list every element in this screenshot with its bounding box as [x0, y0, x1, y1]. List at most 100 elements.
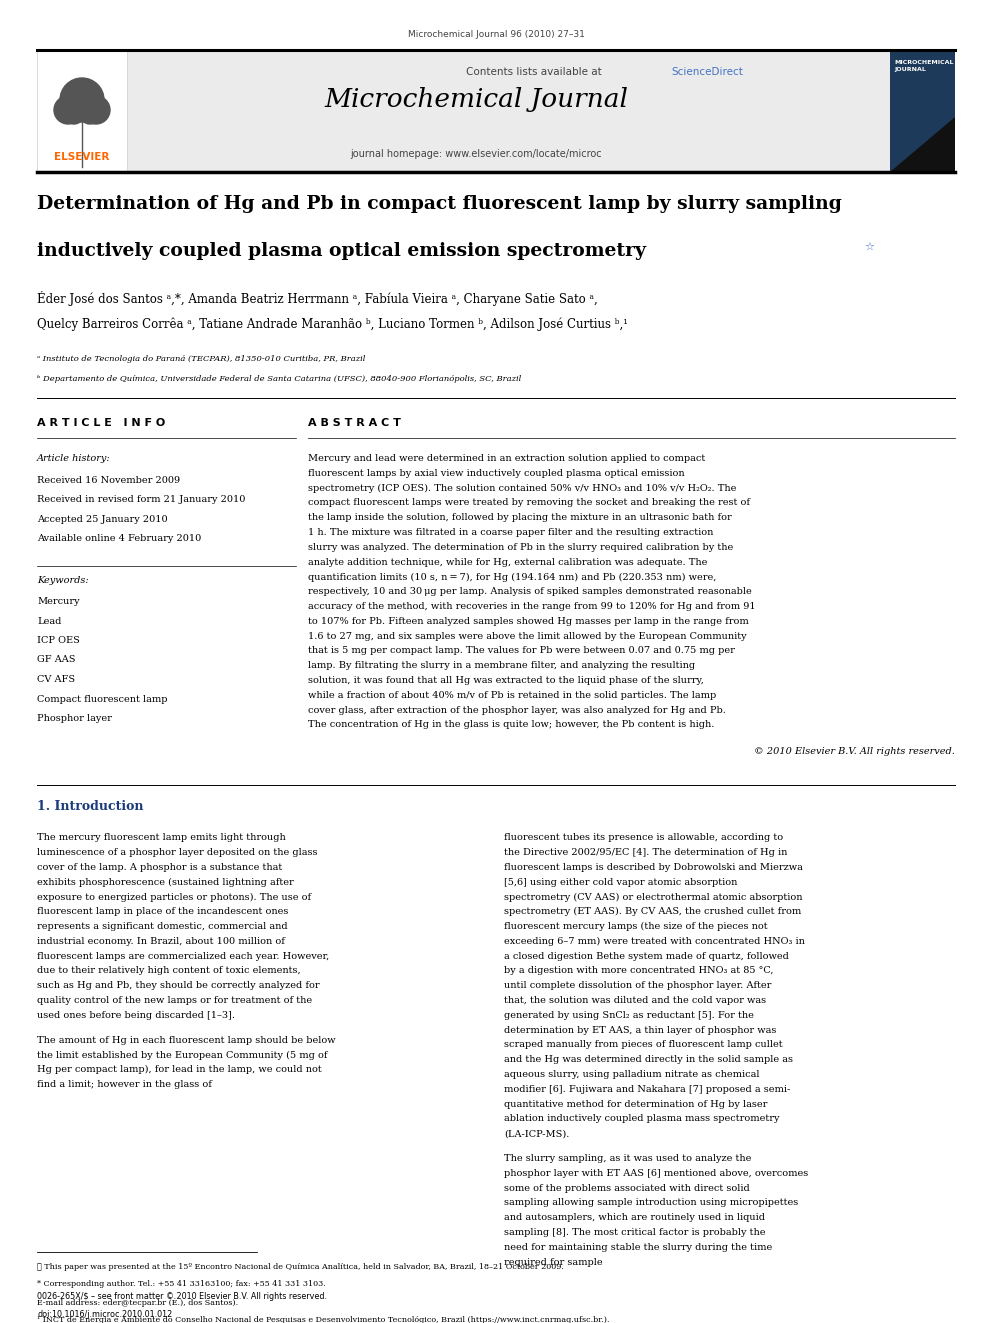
Text: Éder José dos Santos ᵃ,*, Amanda Beatriz Herrmann ᵃ, Fabíula Vieira ᵃ, Charyane : Éder José dos Santos ᵃ,*, Amanda Beatriz…: [37, 291, 598, 306]
Text: until complete dissolution of the phosphor layer. After: until complete dissolution of the phosph…: [504, 982, 772, 990]
Text: Lead: Lead: [37, 617, 62, 626]
Text: that is 5 mg per compact lamp. The values for Pb were between 0.07 and 0.75 mg p: that is 5 mg per compact lamp. The value…: [308, 647, 735, 655]
Text: Received 16 November 2009: Received 16 November 2009: [37, 476, 181, 486]
Text: Hg per compact lamp), for lead in the lamp, we could not: Hg per compact lamp), for lead in the la…: [37, 1065, 321, 1074]
Text: fluorescent lamps are commercialized each year. However,: fluorescent lamps are commercialized eac…: [37, 951, 329, 960]
Circle shape: [60, 78, 104, 122]
Text: The slurry sampling, as it was used to analyze the: The slurry sampling, as it was used to a…: [504, 1154, 751, 1163]
Text: quantitative method for determination of Hg by laser: quantitative method for determination of…: [504, 1099, 768, 1109]
Text: need for maintaining stable the slurry during the time: need for maintaining stable the slurry d…: [504, 1242, 772, 1252]
Text: by a digestion with more concentrated HNO₃ at 85 °C,: by a digestion with more concentrated HN…: [504, 966, 774, 975]
Text: such as Hg and Pb, they should be correctly analyzed for: such as Hg and Pb, they should be correc…: [37, 982, 319, 990]
Text: spectrometry (ICP OES). The solution contained 50% v/v HNO₃ and 10% v/v H₂O₂. Th: spectrometry (ICP OES). The solution con…: [308, 484, 736, 492]
Text: analyte addition technique, while for Hg, external calibration was adequate. The: analyte addition technique, while for Hg…: [308, 557, 707, 566]
Text: that, the solution was diluted and the cold vapor was: that, the solution was diluted and the c…: [504, 996, 766, 1005]
Text: ☆: ☆: [864, 242, 874, 251]
Circle shape: [80, 105, 100, 124]
Text: © 2010 Elsevier B.V. All rights reserved.: © 2010 Elsevier B.V. All rights reserved…: [754, 747, 955, 757]
Text: GF AAS: GF AAS: [37, 655, 75, 664]
Text: ScienceDirect: ScienceDirect: [671, 67, 743, 77]
Text: sampling [8]. The most critical factor is probably the: sampling [8]. The most critical factor i…: [504, 1228, 766, 1237]
Text: quantification limits (10 s, n = 7), for Hg (194.164 nm) and Pb (220.353 nm) wer: quantification limits (10 s, n = 7), for…: [308, 573, 716, 582]
Text: fluorescent mercury lamps (the size of the pieces not: fluorescent mercury lamps (the size of t…: [504, 922, 768, 931]
Text: doi:10.1016/j.microc.2010.01.012: doi:10.1016/j.microc.2010.01.012: [37, 1310, 173, 1319]
Text: fluorescent lamp in place of the incandescent ones: fluorescent lamp in place of the incande…: [37, 908, 289, 917]
Text: to 107% for Pb. Fifteen analyzed samples showed Hg masses per lamp in the range : to 107% for Pb. Fifteen analyzed samples…: [308, 617, 749, 626]
Text: Quelcy Barreiros Corrêa ᵃ, Tatiane Andrade Maranhão ᵇ, Luciano Tormen ᵇ, Adilson: Quelcy Barreiros Corrêa ᵃ, Tatiane Andra…: [37, 318, 628, 332]
Text: 1.6 to 27 mg, and six samples were above the limit allowed by the European Commu: 1.6 to 27 mg, and six samples were above…: [308, 631, 747, 640]
Text: cover glass, after extraction of the phosphor layer, was also analyzed for Hg an: cover glass, after extraction of the pho…: [308, 705, 726, 714]
Text: 0026-265X/$ – see front matter © 2010 Elsevier B.V. All rights reserved.: 0026-265X/$ – see front matter © 2010 El…: [37, 1293, 327, 1301]
Text: MICROCHEMICAL
JOURNAL: MICROCHEMICAL JOURNAL: [894, 60, 953, 71]
Bar: [37, 50, 127, 172]
Text: determination by ET AAS, a thin layer of phosphor was: determination by ET AAS, a thin layer of…: [504, 1025, 777, 1035]
Text: sampling allowing sample introduction using micropipettes: sampling allowing sample introduction us…: [504, 1199, 799, 1208]
Text: exhibits phosphorescence (sustained lightning after: exhibits phosphorescence (sustained ligh…: [37, 877, 294, 886]
Text: Available online 4 February 2010: Available online 4 February 2010: [37, 534, 201, 544]
Text: used ones before being discarded [1–3].: used ones before being discarded [1–3].: [37, 1011, 235, 1020]
Text: and the Hg was determined directly in the solid sample as: and the Hg was determined directly in th…: [504, 1056, 793, 1064]
Text: spectrometry (ET AAS). By CV AAS, the crushed cullet from: spectrometry (ET AAS). By CV AAS, the cr…: [504, 908, 802, 917]
Text: ᵇ Departamento de Química, Universidade Federal de Santa Catarina (UFSC), 88040-: ᵇ Departamento de Química, Universidade …: [37, 374, 521, 382]
Text: phosphor layer with ET AAS [6] mentioned above, overcomes: phosphor layer with ET AAS [6] mentioned…: [504, 1168, 808, 1177]
Text: luminescence of a phosphor layer deposited on the glass: luminescence of a phosphor layer deposit…: [37, 848, 317, 857]
Circle shape: [64, 105, 84, 124]
Text: ¹ INCT de Energia e Ambiente do Conselho Nacional de Pesquisas e Desenvolvimento: ¹ INCT de Energia e Ambiente do Conselho…: [37, 1315, 609, 1323]
Text: the limit established by the European Community (5 mg of: the limit established by the European Co…: [37, 1050, 327, 1060]
Text: required for sample: required for sample: [504, 1258, 602, 1266]
Text: The mercury fluorescent lamp emits light through: The mercury fluorescent lamp emits light…: [37, 833, 286, 843]
Text: find a limit; however in the glass of: find a limit; however in the glass of: [37, 1080, 212, 1089]
Text: the lamp inside the solution, followed by placing the mixture in an ultrasonic b: the lamp inside the solution, followed b…: [308, 513, 732, 523]
Text: exceeding 6–7 mm) were treated with concentrated HNO₃ in: exceeding 6–7 mm) were treated with conc…: [504, 937, 805, 946]
Text: spectrometry (CV AAS) or electrothermal atomic absorption: spectrometry (CV AAS) or electrothermal …: [504, 893, 803, 901]
Text: scraped manually from pieces of fluorescent lamp cullet: scraped manually from pieces of fluoresc…: [504, 1040, 783, 1049]
Text: ᵃ Instituto de Tecnologia do Paraná (TECPAR), 81350-010 Curitiba, PR, Brazil: ᵃ Instituto de Tecnologia do Paraná (TEC…: [37, 355, 365, 363]
Text: slurry was analyzed. The determination of Pb in the slurry required calibration : slurry was analyzed. The determination o…: [308, 542, 733, 552]
Text: aqueous slurry, using palladium nitrate as chemical: aqueous slurry, using palladium nitrate …: [504, 1070, 760, 1080]
Text: accuracy of the method, with recoveries in the range from 99 to 120% for Hg and : accuracy of the method, with recoveries …: [308, 602, 756, 611]
Text: 1. Introduction: 1. Introduction: [37, 800, 144, 814]
Text: Microchemical Journal 96 (2010) 27–31: Microchemical Journal 96 (2010) 27–31: [408, 30, 584, 38]
Text: and autosamplers, which are routinely used in liquid: and autosamplers, which are routinely us…: [504, 1213, 765, 1222]
Text: a closed digestion Bethe system made of quartz, followed: a closed digestion Bethe system made of …: [504, 951, 789, 960]
Text: modifier [6]. Fujiwara and Nakahara [7] proposed a semi-: modifier [6]. Fujiwara and Nakahara [7] …: [504, 1085, 791, 1094]
Text: cover of the lamp. A phosphor is a substance that: cover of the lamp. A phosphor is a subst…: [37, 863, 283, 872]
Text: Phosphor layer: Phosphor layer: [37, 714, 112, 722]
Text: exposure to energized particles or photons). The use of: exposure to energized particles or photo…: [37, 893, 311, 901]
Text: respectively, 10 and 30 μg per lamp. Analysis of spiked samples demonstrated rea: respectively, 10 and 30 μg per lamp. Ana…: [308, 587, 752, 597]
Text: [5,6] using either cold vapor atomic absorption: [5,6] using either cold vapor atomic abs…: [504, 877, 737, 886]
Text: The concentration of Hg in the glass is quite low; however, the Pb content is hi: The concentration of Hg in the glass is …: [308, 721, 714, 729]
Text: inductively coupled plasma optical emission spectrometry: inductively coupled plasma optical emiss…: [37, 242, 646, 261]
Text: while a fraction of about 40% m/v of Pb is retained in the solid particles. The : while a fraction of about 40% m/v of Pb …: [308, 691, 716, 700]
Text: Determination of Hg and Pb in compact fluorescent lamp by slurry sampling: Determination of Hg and Pb in compact fl…: [37, 194, 842, 213]
Text: ★ This paper was presented at the 15º Encontro Nacional de Química Analítica, he: ★ This paper was presented at the 15º En…: [37, 1263, 563, 1271]
Text: ablation inductively coupled plasma mass spectrometry: ablation inductively coupled plasma mass…: [504, 1114, 780, 1123]
Text: due to their relatively high content of toxic elements,: due to their relatively high content of …: [37, 966, 301, 975]
Text: A R T I C L E   I N F O: A R T I C L E I N F O: [37, 418, 166, 429]
Text: journal homepage: www.elsevier.com/locate/microc: journal homepage: www.elsevier.com/locat…: [350, 149, 602, 159]
Text: fluorescent lamps by axial view inductively coupled plasma optical emission: fluorescent lamps by axial view inductiv…: [308, 468, 684, 478]
Text: generated by using SnCl₂ as reductant [5]. For the: generated by using SnCl₂ as reductant [5…: [504, 1011, 754, 1020]
Text: fluorescent lamps is described by Dobrowolski and Mierzwa: fluorescent lamps is described by Dobrow…: [504, 863, 803, 872]
Polygon shape: [890, 116, 955, 172]
Text: (LA-ICP-MS).: (LA-ICP-MS).: [504, 1130, 569, 1138]
Text: ICP OES: ICP OES: [37, 636, 80, 646]
Text: * Corresponding author. Tel.: +55 41 33163100; fax: +55 41 331 3103.: * Corresponding author. Tel.: +55 41 331…: [37, 1281, 325, 1289]
Text: 1 h. The mixture was filtrated in a coarse paper filter and the resulting extrac: 1 h. The mixture was filtrated in a coar…: [308, 528, 713, 537]
Text: solution, it was found that all Hg was extracted to the liquid phase of the slur: solution, it was found that all Hg was e…: [308, 676, 704, 685]
Text: some of the problems associated with direct solid: some of the problems associated with dir…: [504, 1184, 750, 1192]
Text: lamp. By filtrating the slurry in a membrane filter, and analyzing the resulting: lamp. By filtrating the slurry in a memb…: [308, 662, 695, 671]
Text: the Directive 2002/95/EC [4]. The determination of Hg in: the Directive 2002/95/EC [4]. The determ…: [504, 848, 788, 857]
Circle shape: [54, 97, 82, 124]
Circle shape: [82, 97, 110, 124]
Text: quality control of the new lamps or for treatment of the: quality control of the new lamps or for …: [37, 996, 312, 1005]
Bar: [127, 50, 890, 172]
Text: Accepted 25 January 2010: Accepted 25 January 2010: [37, 515, 168, 524]
Text: The amount of Hg in each fluorescent lamp should be below: The amount of Hg in each fluorescent lam…: [37, 1036, 335, 1045]
Text: Article history:: Article history:: [37, 454, 111, 463]
Text: Keywords:: Keywords:: [37, 576, 88, 585]
Text: Microchemical Journal: Microchemical Journal: [324, 87, 628, 112]
Text: E-mail address: eder@tecpar.br (É.), dos Santos).: E-mail address: eder@tecpar.br (É.), dos…: [37, 1298, 238, 1307]
Text: compact fluorescent lamps were treated by removing the socket and breaking the r: compact fluorescent lamps were treated b…: [308, 499, 750, 508]
Text: fluorescent tubes its presence is allowable, according to: fluorescent tubes its presence is allowa…: [504, 833, 783, 843]
